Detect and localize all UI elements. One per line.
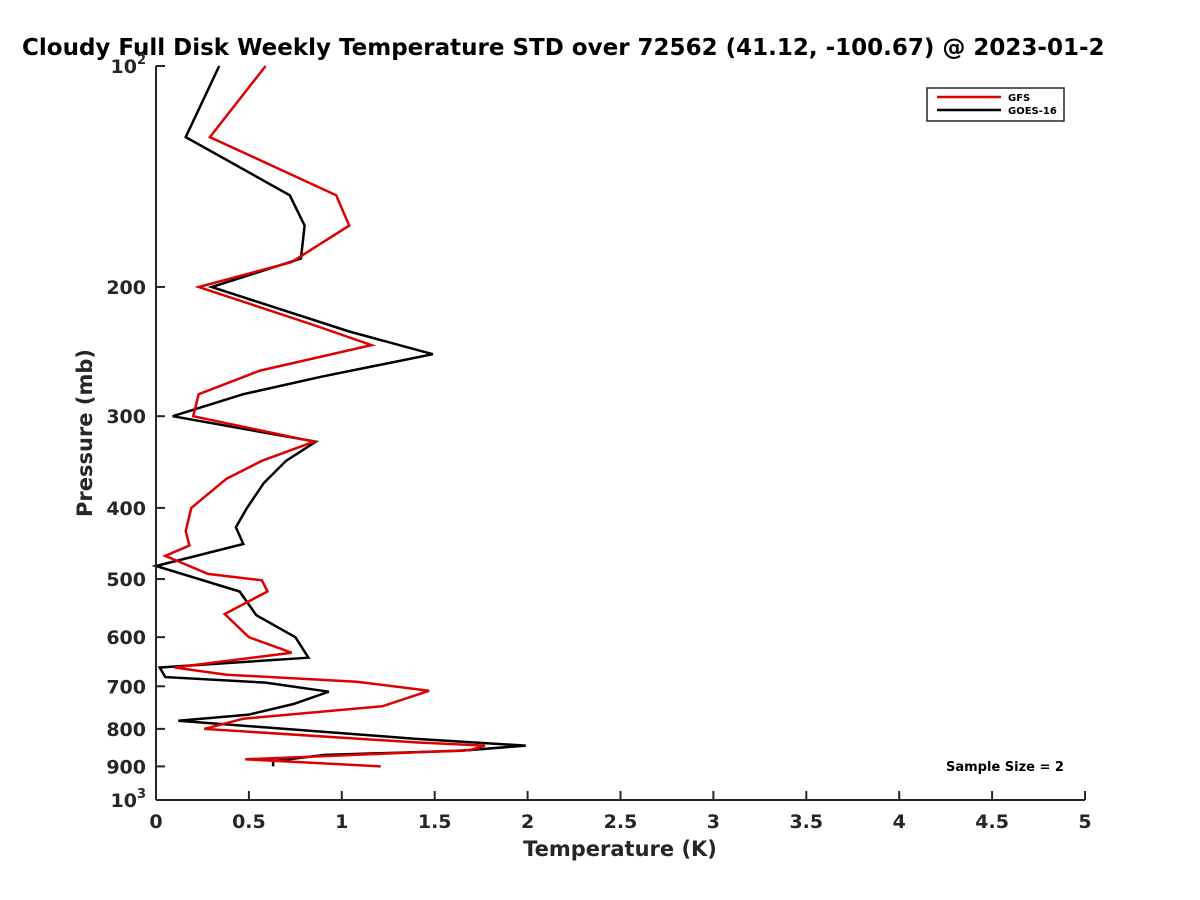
legend-label: GOES-16 bbox=[1008, 106, 1057, 117]
legend-label: GFS bbox=[1008, 93, 1030, 104]
y-axis-ticks: 102 200 300 400 500 600 700 800 900 103 bbox=[106, 53, 165, 812]
x-tick-label: 0 bbox=[149, 811, 162, 833]
y-tick-label: 800 bbox=[106, 719, 146, 741]
y-tick-label: 600 bbox=[106, 627, 146, 649]
plot-lines bbox=[151, 65, 526, 768]
x-tick-label: 2.5 bbox=[604, 811, 638, 833]
x-tick-label: 4.5 bbox=[975, 811, 1009, 833]
x-tick-label: 1.5 bbox=[418, 811, 452, 833]
x-tick-label: 1 bbox=[335, 811, 348, 833]
y-tick-label: 102 bbox=[111, 53, 147, 78]
y-axis-label: Pressure (mb) bbox=[73, 349, 97, 517]
x-axis-label: Temperature (K) bbox=[523, 837, 717, 861]
legend: GFS GOES-16 bbox=[926, 87, 1065, 122]
series-line-1 bbox=[162, 65, 486, 768]
chart-title: Cloudy Full Disk Weekly Temperature STD … bbox=[22, 35, 1105, 61]
x-tick-label: 2 bbox=[521, 811, 534, 833]
y-tick-label: 200 bbox=[106, 277, 146, 299]
y-tick-label: 400 bbox=[106, 498, 146, 520]
y-tick-label: 103 bbox=[111, 787, 147, 812]
x-axis-ticks: 0 0.5 1 1.5 2 2.5 3 3.5 4 4.5 5 bbox=[149, 791, 1092, 833]
series-line-2 bbox=[151, 65, 526, 767]
x-tick-label: 0.5 bbox=[232, 811, 266, 833]
x-tick-label: 5 bbox=[1078, 811, 1091, 833]
y-tick-label: 500 bbox=[106, 569, 146, 591]
x-tick-label: 3 bbox=[707, 811, 720, 833]
y-tick-label: 300 bbox=[106, 406, 146, 428]
sample-size-annotation: Sample Size = 2 bbox=[946, 760, 1064, 775]
x-tick-label: 4 bbox=[893, 811, 906, 833]
y-tick-label: 700 bbox=[106, 676, 146, 698]
x-tick-label: 3.5 bbox=[789, 811, 823, 833]
legend-box bbox=[926, 87, 1065, 122]
y-tick-label: 900 bbox=[106, 756, 146, 778]
